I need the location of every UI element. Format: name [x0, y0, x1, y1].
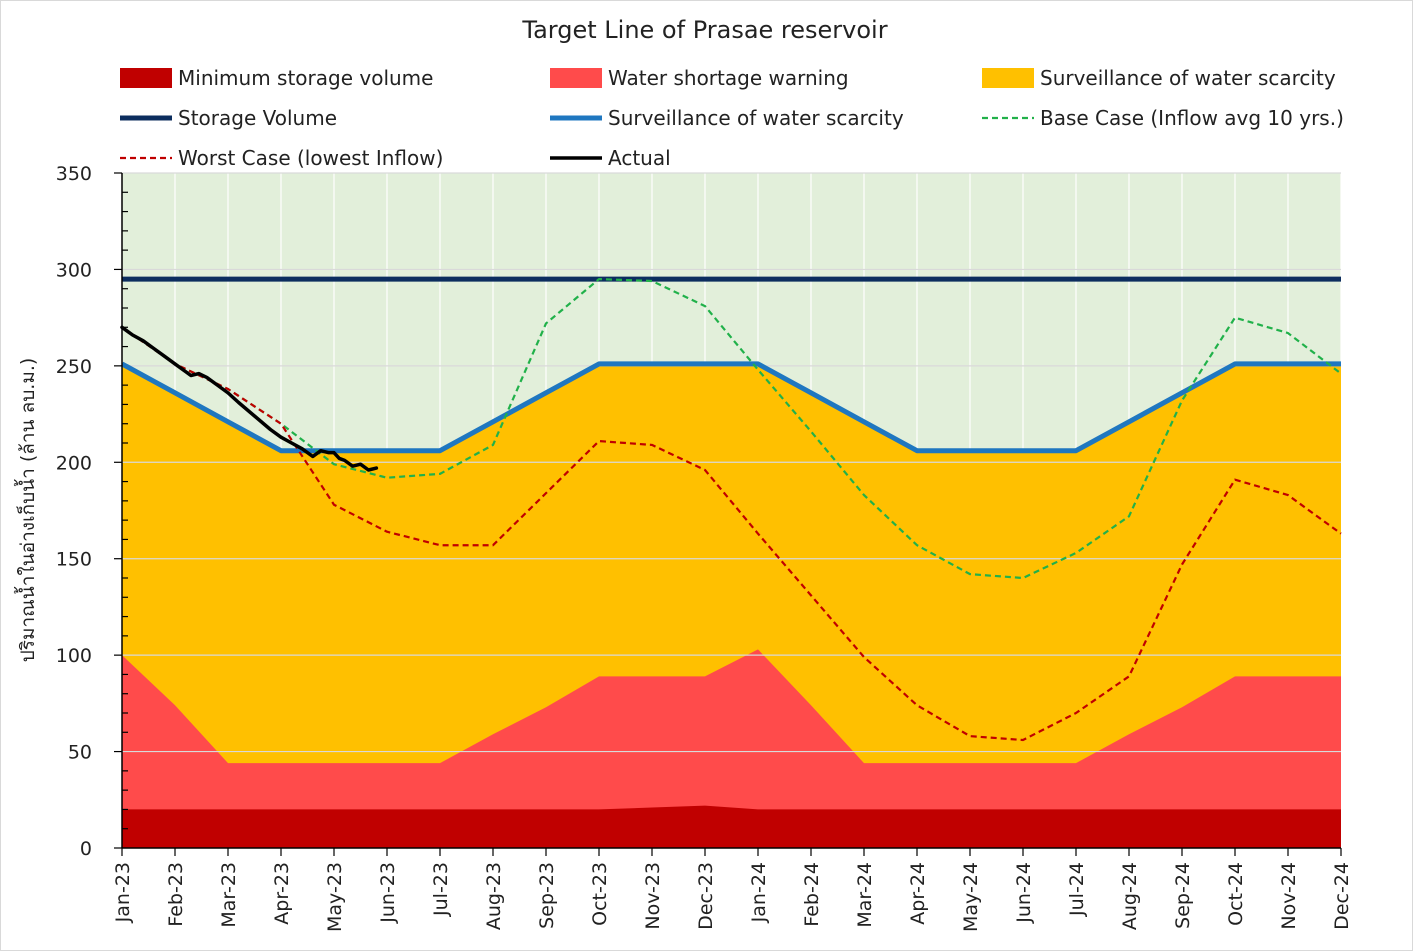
legend-key-3 [982, 68, 1034, 88]
x-tick-label: Apr-23 [271, 862, 293, 925]
x-tick-label: May-23 [324, 862, 346, 932]
x-tick-label: Oct-23 [589, 862, 611, 926]
x-tick-label: Sep-24 [1172, 862, 1194, 929]
x-tick-label: Apr-24 [907, 862, 929, 925]
y-tick-label: 100 [56, 645, 92, 667]
y-tick-label: 350 [56, 163, 92, 185]
x-tick-label: May-24 [960, 862, 982, 932]
legend-label: Actual [608, 146, 671, 170]
legend-label: Worst Case (lowest Inflow) [178, 146, 443, 170]
x-tick-label: Oct-24 [1225, 862, 1247, 926]
y-tick-label: 300 [56, 259, 92, 281]
legend-key-2 [550, 68, 602, 88]
x-tick-label: Aug-24 [1119, 862, 1141, 930]
legend-label: Base Case (Inflow avg 10 yrs.) [1040, 106, 1344, 130]
chart-title: Target Line of Prasae reservoir [521, 16, 887, 44]
x-tick-label: Dec-23 [695, 862, 717, 930]
x-tick-label: Jul-23 [430, 862, 452, 917]
legend-label: Surveillance of water scarcity [1040, 66, 1336, 90]
x-tick-label: Feb-24 [801, 862, 823, 927]
y-tick-label: 150 [56, 549, 92, 571]
legend-key-1 [120, 68, 172, 88]
x-tick-label: Mar-24 [854, 862, 876, 928]
y-tick-label: 0 [80, 838, 92, 860]
y-tick-label: 200 [56, 452, 92, 474]
legend-label: Storage Volume [178, 106, 337, 130]
x-tick-label: Sep-23 [536, 862, 558, 929]
x-tick-label: Mar-23 [218, 862, 240, 928]
x-tick-label: Feb-23 [165, 862, 187, 927]
area-minimum-storage [122, 805, 1341, 848]
legend-label: Minimum storage volume [178, 66, 433, 90]
y-axis-label: ปริมาณน้ำในอ่างเก็บน้ำ (ล้าน ลบ.ม.) [14, 358, 39, 663]
x-tick-label: Jan-24 [748, 862, 770, 923]
x-tick-label: Jun-23 [377, 862, 399, 924]
area-surveillance [122, 363, 1341, 848]
line-actual [120, 325, 379, 472]
x-tick-label: Nov-24 [1278, 862, 1300, 930]
legend-label: Surveillance of water scarcity [608, 106, 904, 130]
legend-label: Water shortage warning [608, 66, 849, 90]
y-tick-label: 250 [56, 356, 92, 378]
y-tick-label: 50 [68, 742, 92, 764]
x-tick-label: Nov-23 [642, 862, 664, 930]
x-tick-label: Aug-23 [483, 862, 505, 930]
x-tick-label: Jul-24 [1066, 862, 1088, 917]
line-base-case [121, 277, 1342, 580]
x-tick-label: Jun-24 [1013, 862, 1035, 924]
x-tick-label: Dec-24 [1331, 862, 1353, 930]
x-tick-label: Jan-23 [112, 862, 134, 923]
line-worst-case [121, 326, 1342, 742]
area-water-shortage-warning [122, 649, 1341, 848]
